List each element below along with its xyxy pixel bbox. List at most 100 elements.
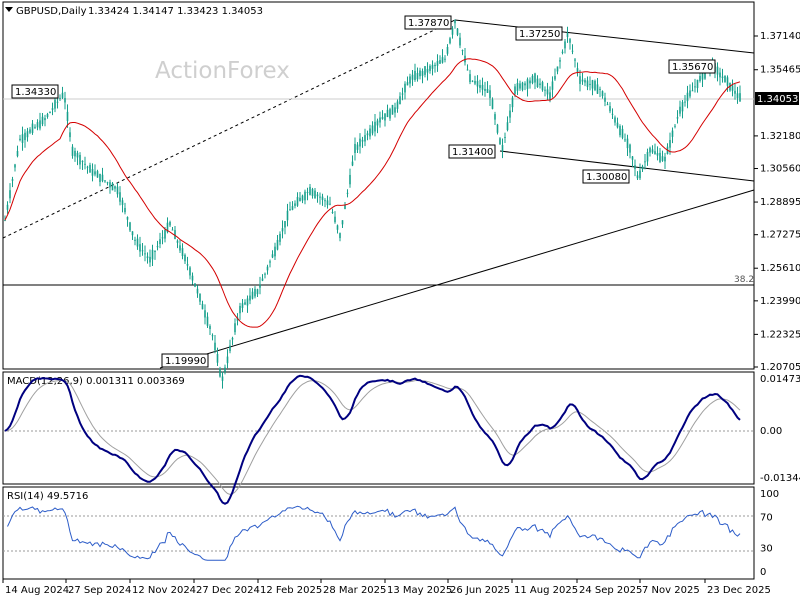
candle-body [359, 138, 361, 147]
x-tick-label: 27 Dec 2024 [196, 585, 260, 596]
price-axis: 1.37140 1.35465 1.32180 1.30560 1.28895 1.272… [754, 31, 800, 373]
candle-body [694, 86, 696, 88]
annotations: 1.37870 1.37250 1.35670 1.34330 1.31400 1.300… [11, 15, 716, 368]
candle-body [696, 79, 699, 89]
price-tick-label: 1.28895 [760, 197, 800, 208]
price-tick-label: 1.20705 [760, 362, 800, 373]
x-tick-label: 24 Sep 2025 [579, 585, 642, 596]
candle-body [249, 295, 251, 301]
candle-body [229, 345, 231, 352]
candle-body [654, 151, 656, 154]
candle-body [214, 342, 216, 351]
candle-body [334, 216, 336, 223]
candle-body [684, 101, 686, 103]
price-annotation-label: 1.35670 [672, 62, 713, 73]
candle-body [369, 128, 371, 137]
candle-body [484, 88, 486, 91]
candle-body [624, 139, 626, 141]
candle-body [56, 101, 59, 103]
candle-body [366, 133, 369, 136]
candle-body [589, 83, 591, 85]
candle-body [524, 83, 526, 86]
macd-label: MACD(12,26,9) 0.001311 0.003369 [7, 376, 185, 387]
candle-body [104, 180, 106, 182]
price-annotation-box [11, 84, 59, 99]
candle-body [131, 231, 134, 236]
candle-body [114, 186, 116, 189]
candle-body [631, 156, 634, 160]
candle-body [156, 246, 159, 248]
candle-body [501, 145, 504, 152]
candle-body [719, 72, 721, 78]
candle-body [151, 249, 154, 260]
candle-body [14, 164, 16, 168]
candle-body [579, 76, 581, 84]
candle-body [54, 99, 56, 109]
candle-body [51, 108, 54, 110]
candle-body [116, 186, 119, 195]
candle-body [739, 93, 741, 102]
candle-body [644, 161, 646, 163]
candle-body [466, 69, 469, 71]
candle-body [571, 50, 574, 52]
candle-body [329, 203, 331, 205]
macd-tick-label: 0.00 [760, 426, 782, 437]
macd-tick-label: -0.013442 [760, 473, 800, 484]
candle-body [721, 76, 724, 78]
candle-body [294, 203, 296, 206]
candle-body [701, 70, 704, 80]
watermark: ActionForex [155, 58, 290, 84]
candle-body [74, 150, 76, 157]
candle-body [519, 83, 521, 89]
candle-body [91, 169, 94, 176]
candle-body [269, 261, 271, 263]
candle-body [541, 82, 544, 91]
candle-body [419, 70, 421, 77]
candle-body [79, 154, 81, 165]
candle-body [154, 250, 156, 253]
candle-body [164, 229, 166, 239]
candle-body [479, 85, 481, 88]
candle-body [569, 39, 571, 43]
candle-body [561, 51, 564, 54]
candle-body [191, 275, 194, 281]
candle-body [539, 83, 541, 86]
x-tick-label: 7 Nov 2025 [642, 585, 700, 596]
candle-body [296, 197, 299, 206]
candle-body [439, 60, 441, 64]
rsi-tick-label: 0 [760, 567, 766, 578]
candle-body [4, 220, 6, 222]
candle-body [244, 302, 246, 305]
candle-body [219, 368, 221, 377]
candle-body [344, 204, 346, 209]
candle-body [34, 126, 36, 128]
candle-body [209, 326, 211, 330]
candle-body [69, 132, 71, 138]
candle-body [604, 97, 606, 102]
candle-body [361, 139, 364, 142]
candle-body [726, 77, 729, 86]
candle-body [119, 192, 121, 202]
candle-body [354, 143, 356, 153]
candle-body [309, 186, 311, 195]
candle-body [174, 230, 176, 240]
candle-body [724, 75, 726, 83]
candle-body [204, 310, 206, 318]
candle-body [64, 98, 66, 103]
candle-body [206, 316, 209, 326]
candle-body [236, 317, 239, 321]
rsi-tick-label: 70 [760, 512, 773, 523]
candle-body [261, 278, 264, 281]
candle-body [586, 80, 589, 87]
candle-body [379, 117, 381, 123]
candle-body [659, 152, 661, 163]
candle-body [266, 266, 269, 271]
candle-body [364, 135, 366, 142]
main-panel [2, 1, 755, 370]
candle-body [691, 90, 694, 92]
price-tick-label: 1.32180 [760, 131, 800, 142]
candle-body [651, 149, 654, 153]
candle-body [124, 207, 126, 213]
candle-body [181, 248, 184, 257]
x-tick-label: 26 Jun 2025 [450, 585, 510, 596]
